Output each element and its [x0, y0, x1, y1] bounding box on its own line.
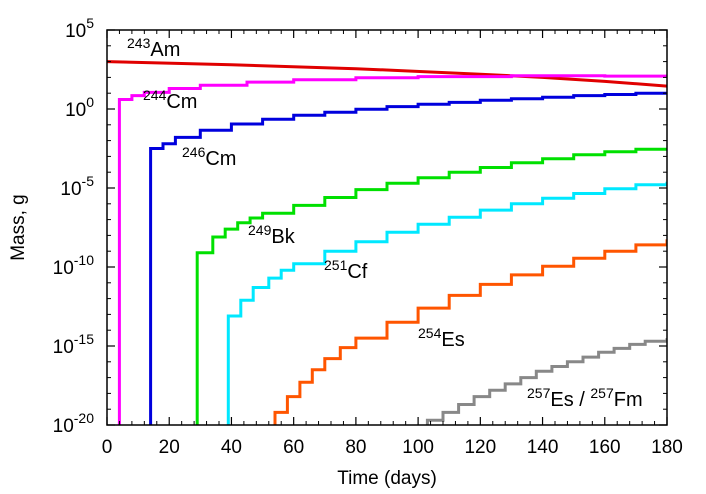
x-tick-label: 180 — [651, 437, 683, 458]
y-tick-base: 10 — [53, 416, 74, 437]
y-tick-exponent: 0 — [86, 94, 94, 110]
series-label-element-2: Fm — [614, 389, 643, 411]
series-label-mass: 243 — [127, 35, 151, 51]
x-tick-label: 0 — [102, 437, 113, 458]
y-tick-exponent: -15 — [74, 331, 94, 347]
series-label-element: Es — [441, 329, 464, 351]
series-line-1 — [117, 74, 667, 425]
series-label-0: 243Am — [127, 35, 180, 61]
series-label-element: Am — [150, 39, 180, 61]
series-label-6: 257Es / 257Fm — [527, 385, 643, 411]
x-axis-title: Time (days) — [337, 468, 437, 489]
y-tick-label: 100 — [65, 94, 94, 121]
y-tick-exponent: -10 — [74, 252, 94, 268]
series-label-5: 254Es — [418, 325, 465, 351]
series-line-6 — [425, 338, 667, 425]
series-label-element: Es — [550, 389, 573, 411]
y-tick-label: 10-5 — [60, 173, 94, 200]
y-tick-exponent: 5 — [86, 15, 94, 31]
y-tick-label: 105 — [65, 15, 94, 42]
x-tick-label: 20 — [159, 437, 180, 458]
series-label-element: Cm — [166, 91, 197, 113]
x-tick-label: 160 — [589, 437, 621, 458]
plot-series — [107, 60, 667, 425]
series-label-element: Bk — [271, 226, 295, 248]
series-label-element: Cf — [347, 261, 367, 283]
series-label-1: 244Cm — [143, 87, 197, 113]
series-label-4: 251Cf — [324, 257, 368, 283]
y-tick-base: 10 — [60, 179, 81, 200]
series-line-3 — [195, 147, 667, 425]
series-label-mass: 254 — [418, 325, 442, 341]
series-line-0 — [107, 60, 667, 88]
series-label-3: 249Bk — [248, 222, 296, 248]
y-tick-base: 10 — [65, 100, 86, 121]
x-tick-label: 100 — [402, 437, 434, 458]
y-axis-title: Mass, g — [8, 194, 29, 261]
x-tick-label: 120 — [464, 437, 496, 458]
y-tick-label: 10-10 — [53, 252, 95, 279]
x-tick-label: 140 — [527, 437, 559, 458]
series-label-mass-2: 257 — [590, 385, 614, 401]
y-tick-label: 10-20 — [53, 410, 95, 437]
series-label-mass: 246 — [182, 144, 206, 160]
y-tick-exponent: -20 — [74, 410, 94, 426]
x-tick-label: 60 — [283, 437, 304, 458]
y-tick-base: 10 — [53, 337, 74, 358]
y-tick-base: 10 — [53, 258, 74, 279]
series-line-5 — [273, 239, 667, 425]
y-tick-base: 10 — [65, 21, 86, 42]
x-tick-label: 40 — [221, 437, 242, 458]
series-line-2 — [149, 91, 667, 425]
axis-tick-labels: 0 20 40 60 80 100 120 140 160 18010510010-510-101… — [53, 15, 683, 458]
series-label-element: Cm — [205, 148, 236, 170]
series-label-separator: / — [574, 389, 591, 411]
axis-ticks — [106, 29, 668, 426]
series-line-4 — [226, 181, 667, 425]
series-label-mass: 257 — [527, 385, 551, 401]
plot-frame — [106, 29, 668, 426]
y-tick-exponent: -5 — [82, 173, 95, 189]
series-label-mass: 249 — [248, 222, 272, 238]
series-label-2: 246Cm — [182, 144, 236, 170]
series-label-mass: 251 — [324, 257, 348, 273]
series-label-mass: 244 — [143, 87, 167, 103]
x-tick-label: 80 — [345, 437, 366, 458]
y-tick-label: 10-15 — [53, 331, 95, 358]
